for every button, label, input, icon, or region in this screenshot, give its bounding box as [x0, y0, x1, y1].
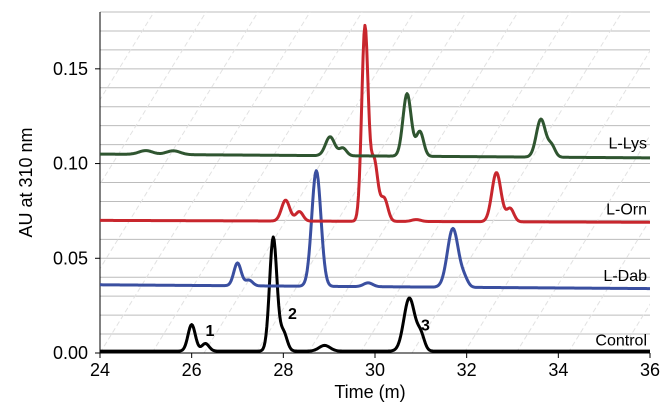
series-line-l-dab: [99, 169, 651, 291]
series-lines: [99, 23, 651, 353]
series-line-control: [99, 235, 651, 353]
peak-label: 1: [206, 323, 215, 340]
diagonal-line: [203, 12, 415, 353]
diagonal-line: [151, 12, 363, 353]
y-tick-label: 0.10: [53, 154, 88, 174]
diagonal-line: [463, 50, 650, 353]
x-tick-label: 26: [182, 360, 202, 380]
y-axis-title: AU at 310 nm: [16, 127, 36, 237]
diagonal-line: [255, 12, 467, 353]
series-line-l-orn: [99, 23, 651, 224]
diagonal-line: [515, 134, 650, 353]
x-tick-label: 36: [640, 360, 660, 380]
axes: 24 26 28 30 32 34 360.000.050.100.15: [53, 12, 660, 380]
x-tick-label: 30: [365, 360, 385, 380]
diagonal-line: [100, 12, 311, 353]
y-tick-label: 0.15: [53, 59, 88, 79]
series-label: L-Orn: [606, 202, 647, 219]
peak-label: 2: [288, 306, 297, 323]
diagonal-line: [567, 218, 650, 353]
y-tick-label: 0.05: [53, 248, 88, 268]
diagonal-line: [100, 12, 207, 186]
series-label: L-Lys: [608, 135, 647, 152]
labels: L-Lys L-Orn L-Dab Control 1 2 3: [206, 135, 648, 349]
x-tick-label: 32: [457, 360, 477, 380]
x-tick-label: 28: [273, 360, 293, 380]
series-label: L-Dab: [603, 268, 647, 285]
background-diagonal-pattern: [100, 12, 650, 353]
grid-lines: [100, 11, 650, 335]
x-axis-title: Time (m): [334, 382, 405, 402]
diagonal-line: [359, 12, 571, 353]
series-line-l-lys: [99, 92, 651, 160]
x-tick-label: 24: [90, 360, 110, 380]
diagonal-line: [100, 12, 259, 270]
series-label: Control: [595, 332, 647, 349]
peak-label: 3: [421, 317, 430, 334]
x-tick-label: 34: [548, 360, 568, 380]
diagonal-line: [307, 12, 519, 353]
y-tick-label: 0.00: [53, 343, 88, 363]
diagonal-line: [411, 12, 623, 353]
